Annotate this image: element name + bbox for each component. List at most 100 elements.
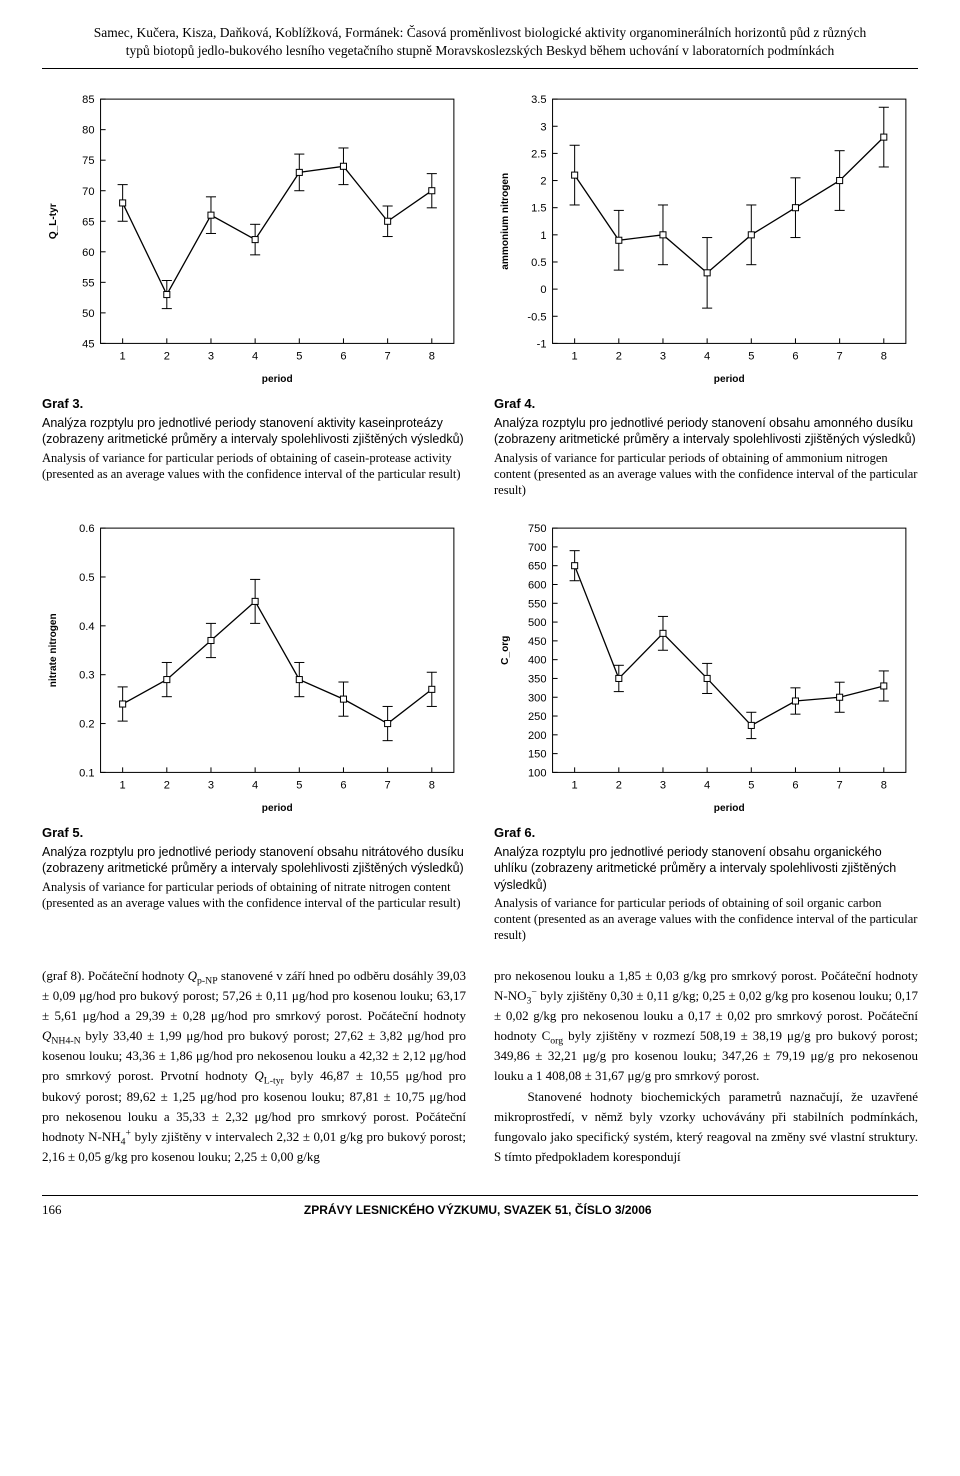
- svg-text:nitrate nitrogen: nitrate nitrogen: [48, 614, 59, 688]
- header-rule: [42, 68, 918, 69]
- svg-text:period: period: [262, 374, 293, 385]
- page-number: 166: [42, 1202, 62, 1218]
- svg-text:2: 2: [540, 176, 546, 188]
- svg-text:65: 65: [82, 217, 94, 229]
- svg-text:0.5: 0.5: [79, 572, 94, 584]
- svg-text:period: period: [262, 803, 293, 814]
- svg-text:400: 400: [528, 655, 547, 667]
- svg-text:2: 2: [164, 351, 170, 363]
- svg-text:150: 150: [528, 749, 547, 761]
- caption-g5-en: Analysis of variance for particular peri…: [42, 879, 466, 912]
- svg-text:0.2: 0.2: [79, 719, 94, 731]
- svg-text:8: 8: [881, 780, 887, 792]
- chart-g4: -1-0.500.511.522.533.512345678periodammo…: [494, 87, 918, 390]
- caption-g4-en: Analysis of variance for particular peri…: [494, 450, 918, 499]
- svg-text:3: 3: [540, 122, 546, 134]
- svg-text:300: 300: [528, 693, 547, 705]
- svg-text:2.5: 2.5: [531, 149, 546, 161]
- body-col-left: (graf 8). Počáteční hodnoty Qp-NP stanov…: [42, 966, 466, 1167]
- svg-text:5: 5: [296, 780, 302, 792]
- svg-text:period: period: [714, 374, 745, 385]
- svg-text:2: 2: [616, 351, 622, 363]
- body-left-para: (graf 8). Počáteční hodnoty Qp-NP stanov…: [42, 966, 466, 1167]
- svg-text:3: 3: [208, 780, 214, 792]
- caption-g6-cz: Analýza rozptylu pro jednotlivé periody …: [494, 844, 918, 893]
- svg-text:4: 4: [704, 780, 710, 792]
- caption-g5: Graf 5. Analýza rozptylu pro jednotlivé …: [42, 825, 466, 943]
- svg-text:45: 45: [82, 339, 94, 351]
- chart-cell-g6: 1001502002503003504004505005506006507007…: [494, 516, 918, 819]
- svg-text:3: 3: [208, 351, 214, 363]
- svg-text:4: 4: [704, 351, 710, 363]
- svg-text:-0.5: -0.5: [527, 312, 546, 324]
- chart-g3: 45505560657075808512345678periodQ_L-tyr: [42, 87, 466, 390]
- svg-text:600: 600: [528, 580, 547, 592]
- svg-text:7: 7: [837, 780, 843, 792]
- svg-text:0.3: 0.3: [79, 670, 94, 682]
- svg-text:1: 1: [540, 230, 546, 242]
- chart-row-2: 0.10.20.30.40.50.612345678periodnitrate …: [42, 516, 918, 819]
- svg-text:200: 200: [528, 730, 547, 742]
- svg-text:450: 450: [528, 636, 547, 648]
- caption-g3: Graf 3. Analýza rozptylu pro jednotlivé …: [42, 396, 466, 498]
- caption-row-2: Graf 5. Analýza rozptylu pro jednotlivé …: [42, 825, 918, 943]
- svg-text:0.6: 0.6: [79, 524, 94, 536]
- svg-text:50: 50: [82, 308, 94, 320]
- caption-g4-cz: Analýza rozptylu pro jednotlivé periody …: [494, 415, 918, 448]
- svg-text:3: 3: [660, 351, 666, 363]
- page: Samec, Kučera, Kisza, Daňková, Koblížkov…: [0, 0, 960, 1234]
- chart-cell-g4: -1-0.500.511.522.533.512345678periodammo…: [494, 87, 918, 390]
- body-col-right: pro nekosenou louku a 1,85 ± 0,03 g/kg p…: [494, 966, 918, 1167]
- svg-text:250: 250: [528, 711, 547, 723]
- caption-g4-title: Graf 4.: [494, 396, 918, 413]
- svg-text:60: 60: [82, 247, 94, 259]
- svg-text:period: period: [714, 803, 745, 814]
- svg-text:650: 650: [528, 561, 547, 573]
- svg-text:5: 5: [748, 351, 754, 363]
- svg-text:100: 100: [528, 768, 547, 780]
- svg-text:6: 6: [340, 351, 346, 363]
- svg-text:Q_L-tyr: Q_L-tyr: [48, 204, 59, 240]
- svg-text:6: 6: [340, 780, 346, 792]
- svg-text:70: 70: [82, 186, 94, 198]
- journal-ref: ZPRÁVY LESNICKÉHO VÝZKUMU, SVAZEK 51, ČÍ…: [62, 1203, 895, 1217]
- svg-text:1: 1: [572, 351, 578, 363]
- svg-text:4: 4: [252, 351, 258, 363]
- svg-text:550: 550: [528, 599, 547, 611]
- svg-text:80: 80: [82, 125, 94, 137]
- svg-text:75: 75: [82, 156, 94, 168]
- svg-text:7: 7: [385, 780, 391, 792]
- svg-text:3: 3: [660, 780, 666, 792]
- svg-text:0.5: 0.5: [531, 257, 546, 269]
- svg-text:4: 4: [252, 780, 258, 792]
- svg-text:6: 6: [792, 351, 798, 363]
- svg-text:2: 2: [164, 780, 170, 792]
- running-head-line2: typů biotopů jedlo-bukového lesního vege…: [126, 43, 835, 58]
- caption-g6: Graf 6. Analýza rozptylu pro jednotlivé …: [494, 825, 918, 943]
- svg-text:7: 7: [385, 351, 391, 363]
- svg-text:1: 1: [120, 780, 126, 792]
- body-right-para: pro nekosenou louku a 1,85 ± 0,03 g/kg p…: [494, 966, 918, 1167]
- chart-cell-g5: 0.10.20.30.40.50.612345678periodnitrate …: [42, 516, 466, 819]
- caption-row-1: Graf 3. Analýza rozptylu pro jednotlivé …: [42, 396, 918, 498]
- svg-text:5: 5: [748, 780, 754, 792]
- svg-text:500: 500: [528, 618, 547, 630]
- svg-text:85: 85: [82, 95, 94, 107]
- svg-text:750: 750: [528, 524, 547, 536]
- svg-text:1: 1: [120, 351, 126, 363]
- svg-text:ammonium nitrogen: ammonium nitrogen: [500, 173, 511, 270]
- svg-text:5: 5: [296, 351, 302, 363]
- svg-text:8: 8: [881, 351, 887, 363]
- running-head: Samec, Kučera, Kisza, Daňková, Koblížkov…: [42, 24, 918, 60]
- page-footer: 166 ZPRÁVY LESNICKÉHO VÝZKUMU, SVAZEK 51…: [42, 1195, 918, 1218]
- svg-text:55: 55: [82, 278, 94, 290]
- svg-text:7: 7: [837, 351, 843, 363]
- caption-g6-en: Analysis of variance for particular peri…: [494, 895, 918, 944]
- svg-text:8: 8: [429, 351, 435, 363]
- chart-row-1: 45505560657075808512345678periodQ_L-tyr …: [42, 87, 918, 390]
- chart-g6: 1001502002503003504004505005506006507007…: [494, 516, 918, 819]
- caption-g3-title: Graf 3.: [42, 396, 466, 413]
- caption-g6-title: Graf 6.: [494, 825, 918, 842]
- caption-g3-en: Analysis of variance for particular peri…: [42, 450, 466, 483]
- svg-text:0: 0: [540, 285, 546, 297]
